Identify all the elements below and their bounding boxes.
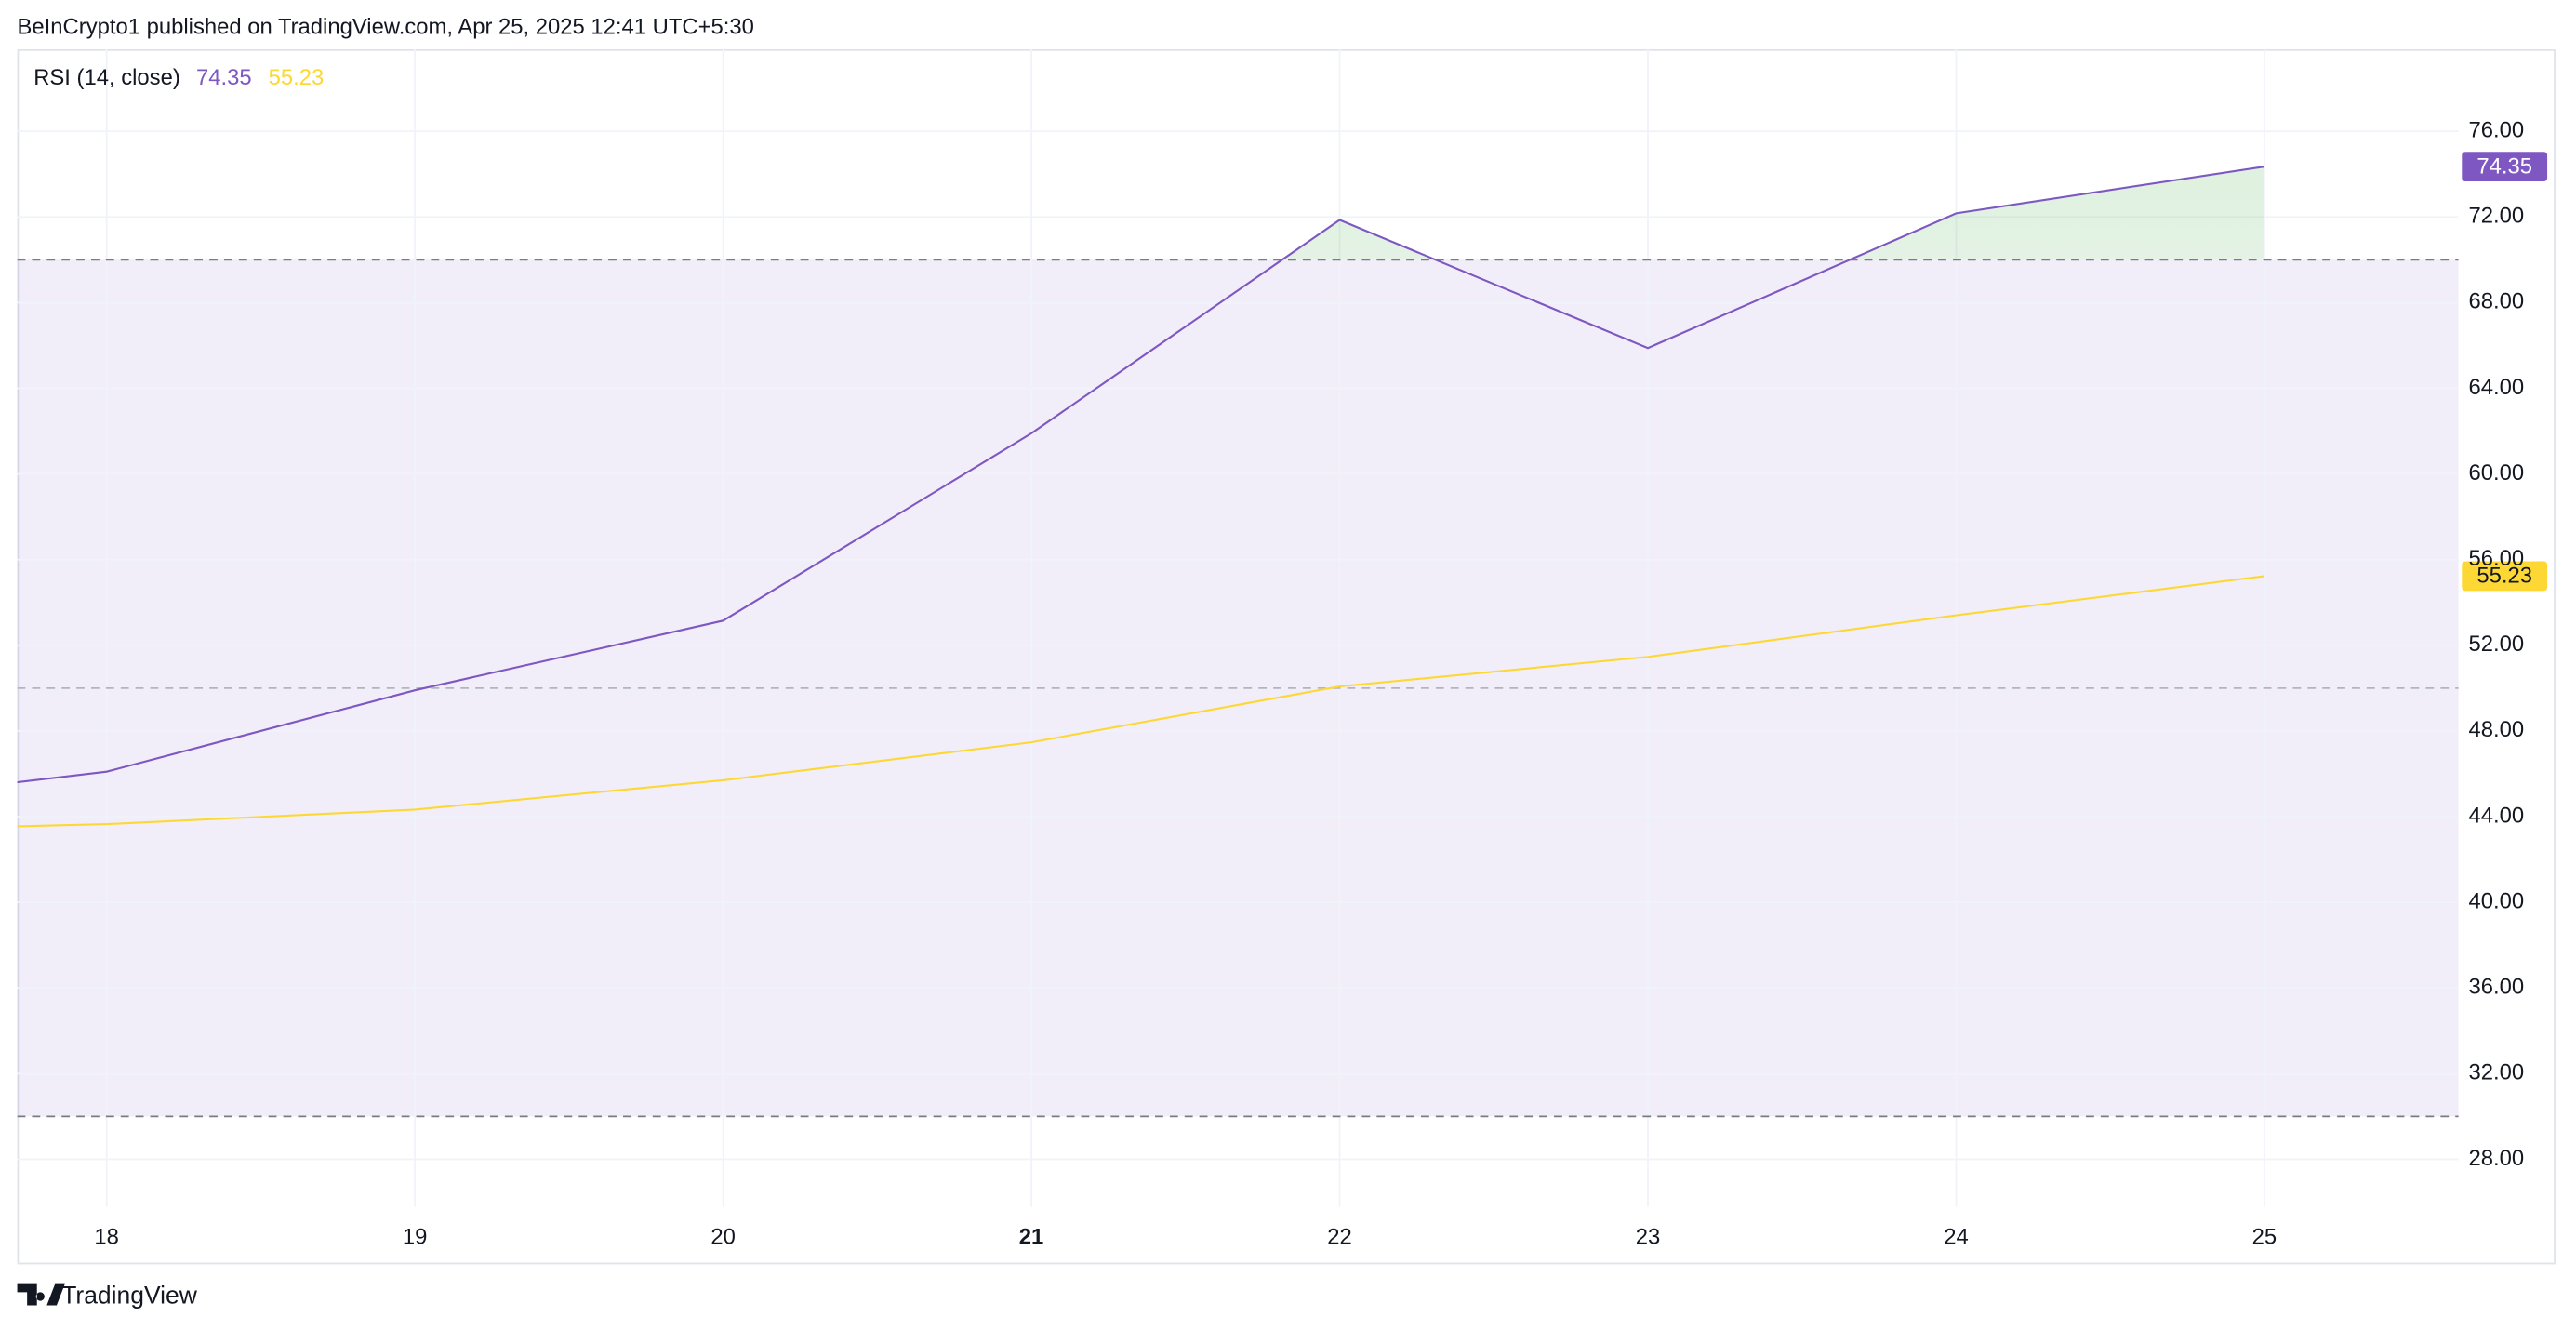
tradingview-logo (17, 1283, 65, 1306)
x-tick-label: 23 (1636, 1224, 1661, 1249)
price-tag-label: 55.23 (2476, 564, 2532, 589)
rsi-line (17, 166, 2265, 784)
legend-value: 55.23 (269, 65, 325, 90)
y-tick-label: 44.00 (2469, 803, 2525, 828)
y-tick-label: 60.00 (2469, 460, 2525, 485)
rsi-line (17, 575, 2265, 828)
x-tick-label: 22 (1327, 1224, 1352, 1249)
indicator-title: RSI (14, close) (33, 65, 180, 90)
x-tick-label: 24 (1944, 1224, 1969, 1249)
x-tick-label: 20 (710, 1224, 736, 1249)
y-tick-label: 76.00 (2469, 117, 2525, 142)
y-tick-label: 56.00 (2469, 546, 2525, 571)
y-tick-label: 28.00 (2469, 1146, 2525, 1171)
y-tick-label: 48.00 (2469, 717, 2525, 742)
price-tag (2462, 152, 2548, 182)
overbought-fill (17, 166, 2264, 260)
y-tick-label: 52.00 (2469, 632, 2525, 657)
price-tag-label: 74.35 (2476, 153, 2532, 179)
y-tick-label: 32.00 (2469, 1060, 2525, 1085)
footer-brand: TradingView (61, 1282, 198, 1310)
x-tick-label: 19 (403, 1224, 428, 1249)
plot-area (17, 48, 2459, 1207)
y-tick-label: 72.00 (2469, 204, 2525, 229)
x-tick-label: 18 (94, 1224, 119, 1249)
x-tick-label: 21 (1019, 1224, 1044, 1249)
y-tick-label: 64.00 (2469, 375, 2525, 400)
y-tick-label: 68.00 (2469, 289, 2525, 314)
panel-border (17, 48, 2556, 1265)
y-tick-label: 40.00 (2469, 888, 2525, 913)
plot: 74.35 55.23 (17, 48, 2548, 1207)
publish-info: BeInCrypto1 published on TradingView.com… (18, 14, 754, 39)
y-tick-label: 36.00 (2469, 975, 2525, 1000)
price-tag (2462, 561, 2548, 592)
x-tick-label: 25 (2252, 1224, 2277, 1249)
legend-value: 74.35 (196, 65, 252, 90)
